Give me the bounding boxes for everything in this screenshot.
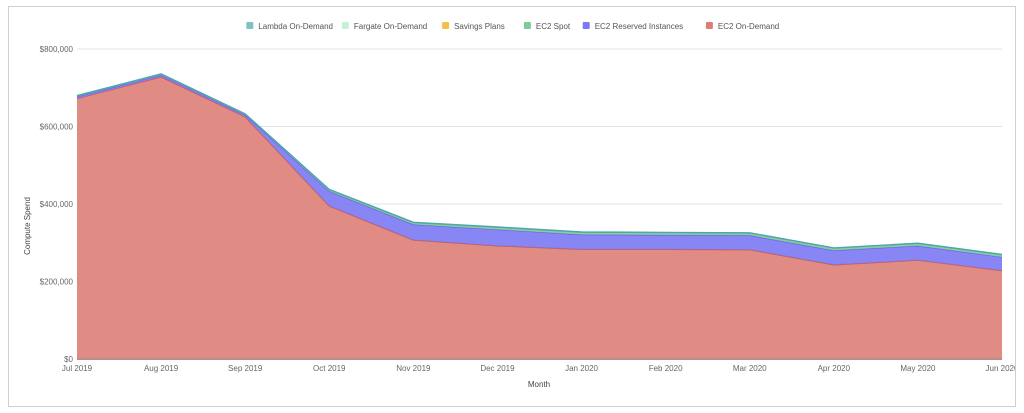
x-axis-title: Month xyxy=(528,380,550,389)
x-axis-ticks: Jul 2019 Aug 2019 Sep 2019 Oct 2019 Nov 2019… xyxy=(62,364,1019,373)
x-tick-label: Mar 2020 xyxy=(733,364,767,373)
legend-label: Fargate On-Demand xyxy=(354,22,427,31)
x-tick-label: Oct 2019 xyxy=(313,364,346,373)
legend-label: EC2 On-Demand xyxy=(718,22,779,31)
x-tick-label: Jan 2020 xyxy=(565,364,598,373)
x-tick-label: Dec 2019 xyxy=(480,364,515,373)
y-tick-label: $600,000 xyxy=(40,123,74,132)
legend-label: EC2 Reserved Instances xyxy=(595,22,684,31)
y-tick-label: $800,000 xyxy=(40,45,74,54)
legend-item[interactable]: EC2 On-Demand xyxy=(705,22,779,31)
x-tick-label: Jun 2020 xyxy=(986,364,1015,373)
legend-item[interactable]: Lambda On-Demand xyxy=(246,22,333,31)
legend-item[interactable]: EC2 Reserved Instances xyxy=(582,22,684,31)
x-tick-label: Feb 2020 xyxy=(649,364,683,373)
area-ec2-reserved-instances xyxy=(77,74,1002,271)
legend: Lambda On-Demand Fargate On-Demand Savings… xyxy=(246,22,779,31)
y-tick-label: $400,000 xyxy=(40,200,74,209)
y-axis-title: Compute Spend xyxy=(23,197,32,255)
stacked-area-chart: Lambda On-Demand Fargate On-Demand Savings… xyxy=(23,22,1019,389)
legend-swatch xyxy=(523,22,531,29)
legend-swatch xyxy=(442,22,450,29)
chart-frame: Lambda On-Demand Fargate On-Demand Savings… xyxy=(8,6,1019,407)
legend-swatch xyxy=(341,22,349,29)
x-tick-label: Sep 2019 xyxy=(228,364,263,373)
legend-swatch xyxy=(582,22,590,29)
y-axis-ticks: $0 $200,000 $400,000 $600,000 $800,000 xyxy=(40,45,74,364)
y-tick-label: $200,000 xyxy=(40,278,74,287)
x-tick-label: Apr 2020 xyxy=(818,364,851,373)
legend-label: Lambda On-Demand xyxy=(258,22,333,31)
x-tick-label: Nov 2019 xyxy=(396,364,431,373)
legend-item[interactable]: Savings Plans xyxy=(442,22,505,31)
legend-swatch xyxy=(246,22,254,29)
legend-label: Savings Plans xyxy=(454,22,505,31)
legend-label: EC2 Spot xyxy=(536,22,571,31)
legend-swatch xyxy=(705,22,713,29)
line-lambda-on-demand xyxy=(76,73,1003,255)
x-tick-label: Jul 2019 xyxy=(62,364,93,373)
area-series xyxy=(76,73,1003,360)
y-tick-label: $0 xyxy=(64,355,73,364)
legend-item[interactable]: EC2 Spot xyxy=(523,22,571,31)
x-tick-label: May 2020 xyxy=(900,364,936,373)
x-tick-label: Aug 2019 xyxy=(144,364,179,373)
area-ec2-on-demand xyxy=(77,76,1002,360)
legend-item[interactable]: Fargate On-Demand xyxy=(341,22,427,31)
